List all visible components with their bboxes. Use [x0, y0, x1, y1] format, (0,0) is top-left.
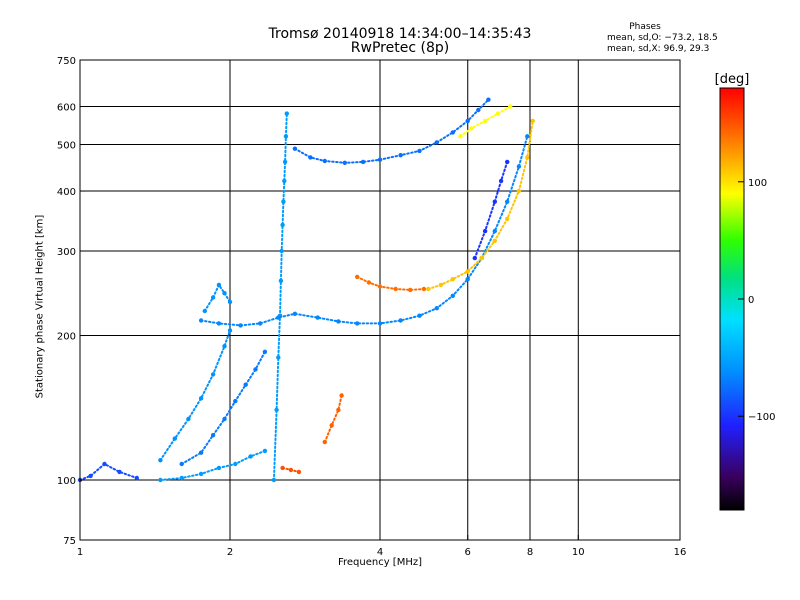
data-point: [276, 355, 281, 360]
colorbar-tick-label: −100: [748, 412, 775, 423]
data-points: [77, 97, 535, 483]
series-trace: [200, 135, 529, 327]
colorbar-tick-label: 100: [748, 178, 767, 189]
y-tick-label: 100: [57, 476, 76, 487]
x-tick-label: 2: [227, 547, 233, 558]
x-tick-label: 6: [465, 547, 471, 558]
phase-stats-o: mean, sd,O: −73.2, 18.5: [607, 33, 718, 43]
chart-title: Tromsø 20140918 14:34:00–14:35:43: [268, 26, 532, 42]
series-trace: [459, 105, 512, 138]
series-trace: [293, 98, 490, 164]
grid-lines: [80, 60, 680, 540]
data-point: [530, 118, 535, 124]
colorbar-tick-label: 0: [748, 295, 754, 306]
x-tick-label: 10: [572, 547, 585, 558]
series-trace: [281, 466, 300, 473]
y-tick-label: 400: [57, 187, 76, 198]
data-point: [284, 111, 289, 116]
x-tick-label: 4: [377, 547, 383, 558]
series-trace: [473, 160, 509, 260]
phase-stats-title: Phases: [629, 22, 661, 32]
x-tick-label: 8: [527, 547, 533, 558]
colorbar-unit: [deg]: [715, 72, 750, 87]
series-trace: [427, 119, 534, 290]
x-tick-label: 1: [77, 547, 83, 558]
series-trace: [159, 449, 266, 481]
series-trace: [272, 112, 288, 481]
y-tick-label: 600: [57, 103, 76, 114]
y-tick-label: 200: [57, 332, 76, 343]
phase-stats-x: mean, sd,X: 96.9, 29.3: [607, 44, 710, 54]
y-tick-label: 750: [57, 56, 76, 67]
x-tick-label: 16: [674, 547, 687, 558]
y-tick-label: 500: [57, 141, 76, 152]
chart-subtitle: RwPretec (8p): [350, 40, 450, 56]
series-trace: [159, 329, 231, 462]
colorbar-ticks: [deg] 100 0 −100: [715, 72, 776, 423]
series-trace: [180, 350, 266, 465]
series-trace: [79, 462, 138, 481]
y-tick-label: 75: [63, 536, 76, 547]
series-trace: [356, 275, 425, 291]
data-point: [227, 328, 233, 333]
series-trace: [203, 282, 231, 312]
series-trace: [323, 394, 343, 443]
x-axis-label: Frequency [MHz]: [337, 557, 423, 568]
y-tick-label: 300: [57, 247, 76, 258]
tick-labels: 1 2 4 6 8 10 16 75 100 200 300 400 500 600 750: [57, 56, 686, 558]
